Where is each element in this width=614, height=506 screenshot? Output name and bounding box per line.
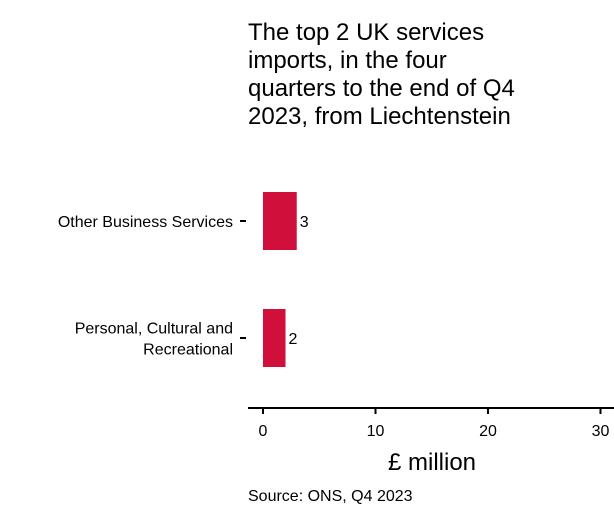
chart-title-line: The top 2 UK services	[248, 19, 484, 46]
bar	[263, 192, 297, 250]
x-tick-label: 10	[367, 423, 385, 440]
chart-title-line: imports, in the four	[248, 47, 447, 74]
x-axis-label: £ million	[388, 449, 476, 476]
bars: 32	[263, 192, 309, 367]
chart-title-line: quarters to the end of Q4	[248, 75, 515, 102]
category-label: Recreational	[143, 342, 233, 359]
data-label: 2	[289, 331, 298, 348]
x-tick-label: 20	[479, 423, 497, 440]
bar	[263, 309, 286, 367]
source-note: Source: ONS, Q4 2023	[248, 488, 413, 505]
chart-title-line: 2023, from Liechtenstein	[248, 103, 511, 130]
x-axis: 0 10 20 30	[248, 407, 614, 440]
x-tick-label: 0	[259, 423, 268, 440]
category-label: Other Business Services	[58, 214, 233, 231]
category-label: Personal, Cultural and	[75, 321, 233, 338]
category-labels: Other Business Services Personal, Cultura…	[58, 214, 246, 359]
x-tick-label: 30	[592, 423, 610, 440]
data-label: 3	[300, 214, 309, 231]
